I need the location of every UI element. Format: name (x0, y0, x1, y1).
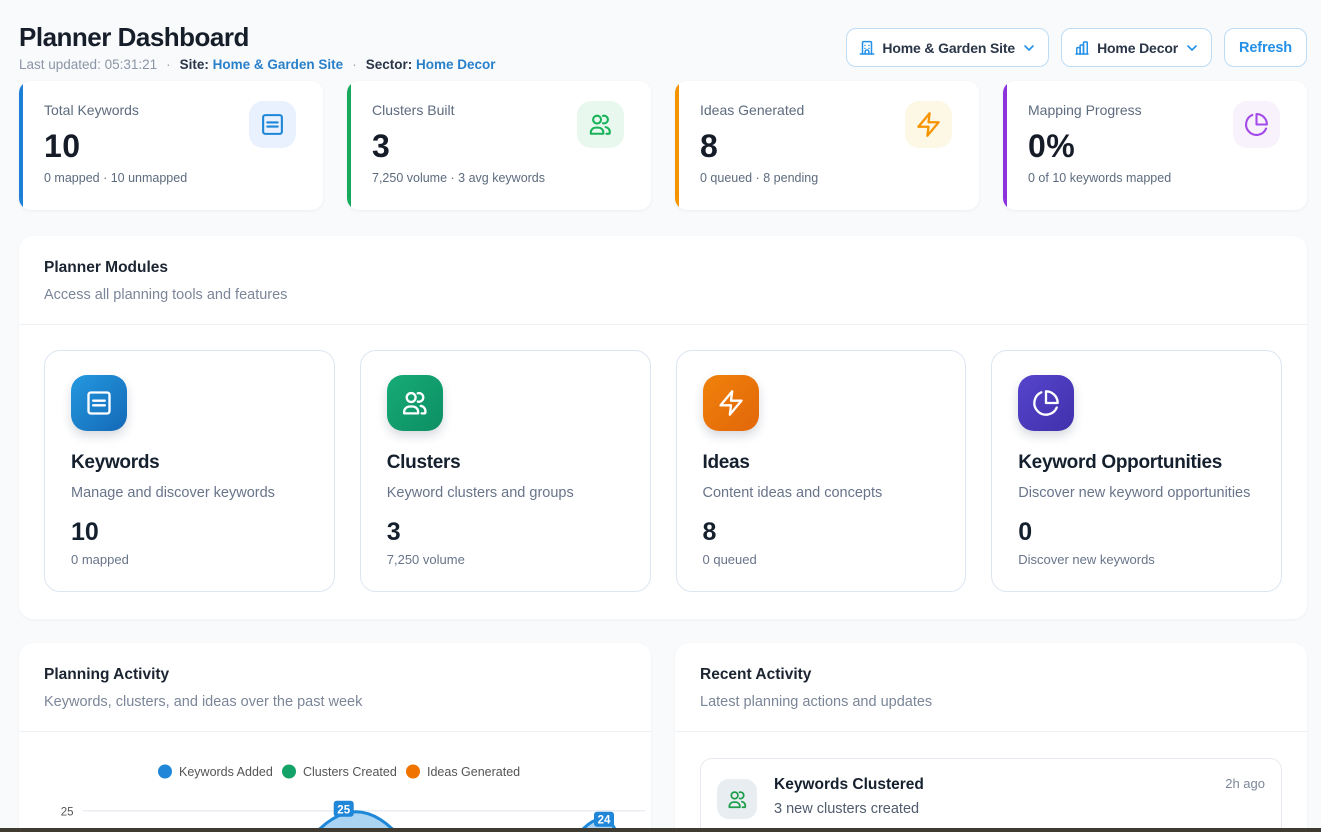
svg-text:Keywords Added: Keywords Added (179, 765, 273, 779)
svg-text:24: 24 (598, 815, 611, 827)
svg-text:Clusters Created: Clusters Created (303, 765, 397, 779)
svg-text:Ideas Generated: Ideas Generated (427, 765, 520, 779)
svg-text:25: 25 (61, 807, 74, 819)
svg-text:25: 25 (337, 804, 350, 816)
